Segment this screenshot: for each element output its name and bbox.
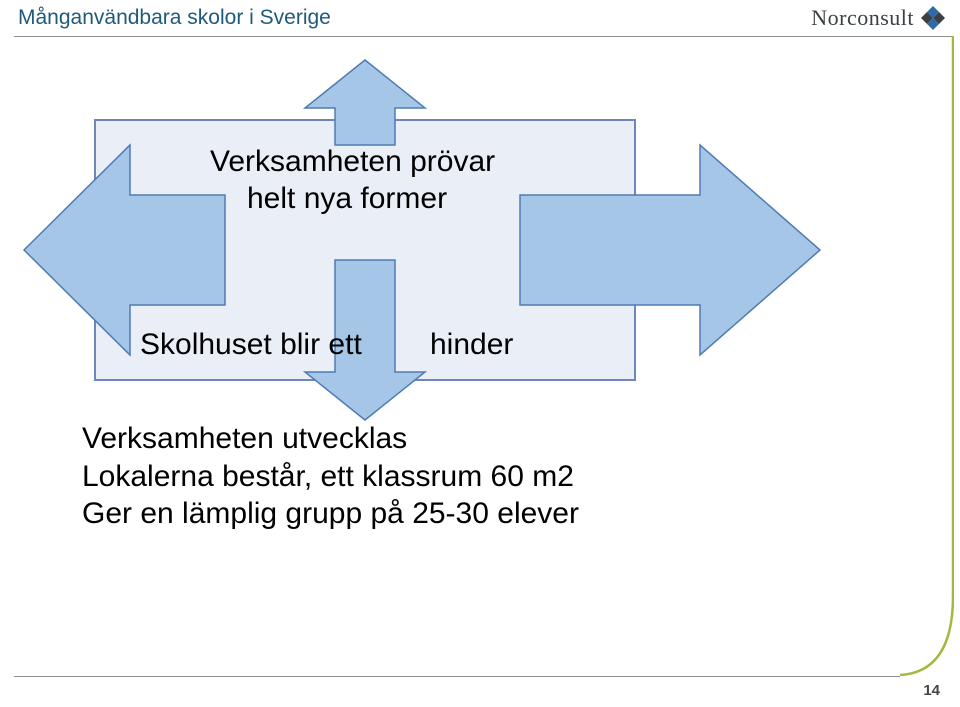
body-text: Verksamheten utvecklas Lokalerna består,… [82,420,579,533]
body-line-1: Verksamheten utvecklas [82,420,579,458]
header-divider [14,36,954,37]
logo-text: Norconsult [811,5,914,31]
header-title: Månganvändbara skolor i Sverige [18,6,331,30]
body-line-2: Lokalerna består, ett klassrum 60 m2 [82,458,579,496]
footer-divider [14,676,900,677]
logo-icon [920,5,946,31]
diagram-top-line2: helt nya former [247,182,447,216]
side-curve-accent [900,36,954,676]
logo: Norconsult [811,4,946,32]
diagram-top-line1: Verksamheten prövar [210,145,495,179]
diagram-mid-right: hinder [430,328,513,362]
diagram-mid-left: Skolhuset blir ett [140,328,362,362]
body-line-3: Ger en lämplig grupp på 25-30 elever [82,495,579,533]
slide-header: Månganvändbara skolor i Sverige Norconsu… [0,0,960,40]
page-number: 14 [923,682,940,699]
